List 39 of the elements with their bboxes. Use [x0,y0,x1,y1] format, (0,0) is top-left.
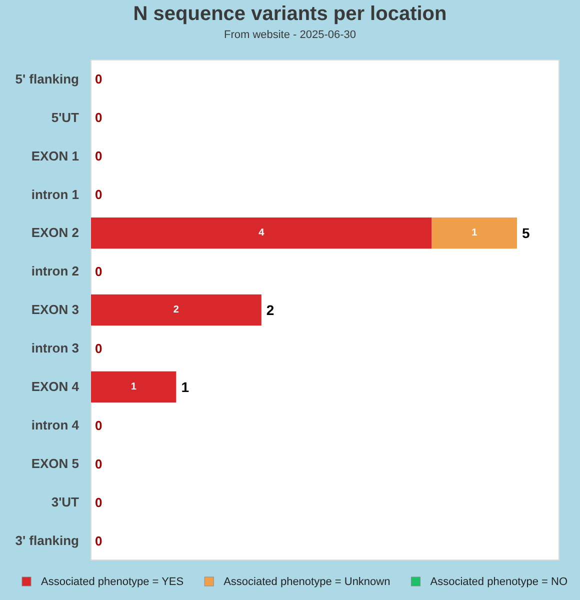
bar [91,371,176,402]
total-label: 0 [95,264,102,280]
y-tick-label: 3'UT [51,494,80,510]
y-tick-label: intron 3 [31,340,79,356]
total-label: 2 [266,302,274,318]
total-label: 0 [95,340,102,356]
total-label: 0 [95,187,102,202]
total-label: 0 [95,148,102,164]
bar [432,218,517,249]
bar [91,294,262,326]
chart-subtitle: From website - 2025-06-30 [224,29,356,41]
total-label: 0 [95,418,102,433]
total-label: 1 [181,378,190,395]
y-tick-label: EXON 2 [31,225,79,240]
y-tick-label: EXON 3 [31,302,79,318]
legend-label: Associated phenotype = YES [41,576,184,588]
bar [91,218,432,249]
y-tick-label: 3' flanking [15,532,80,548]
y-tick-label: EXON 1 [31,148,79,164]
data-label: 2 [173,304,180,316]
y-tick-label: 5' flanking [15,71,80,86]
y-tick-label: intron 2 [31,264,79,279]
data-label: 1 [472,228,478,239]
legend-label: Associated phenotype = NO [430,576,568,588]
y-tick-label: EXON 5 [31,456,79,472]
y-tick-label: intron 4 [31,418,80,433]
legend-label: Associated phenotype = Unknown [224,576,390,588]
y-tick-label: EXON 4 [31,379,80,394]
data-label: 1 [130,381,137,392]
total-label: 0 [95,110,102,126]
chart-title: N sequence variants per location [133,3,447,25]
data-label: 4 [258,228,265,239]
total-label: 0 [95,533,102,548]
total-label: 0 [95,72,102,87]
total-label: 0 [95,494,102,510]
total-label: 0 [95,456,102,472]
y-tick-label: intron 1 [31,186,79,202]
y-tick-label: 5'UT [51,110,80,125]
total-label: 5 [522,225,530,242]
